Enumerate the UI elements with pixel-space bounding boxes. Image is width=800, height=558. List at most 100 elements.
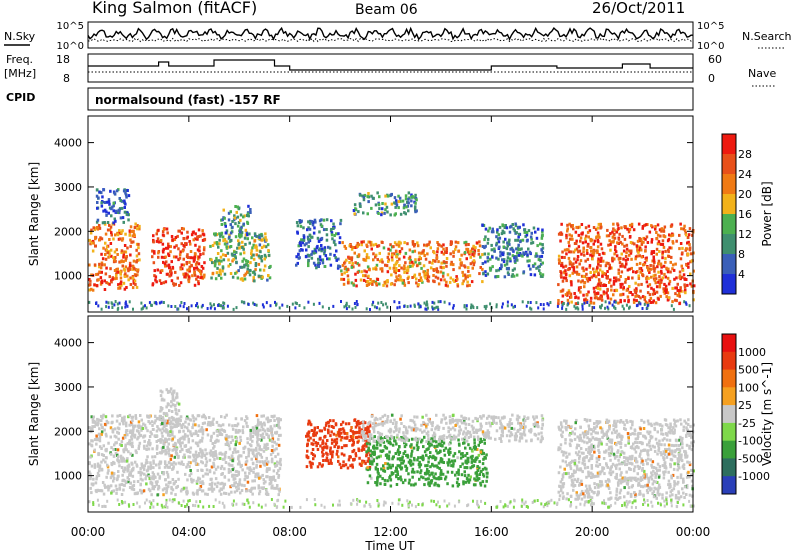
power-cell: [534, 273, 537, 276]
velocity-cell: [156, 425, 159, 428]
velocity-cell: [223, 492, 226, 495]
power-cell: [362, 211, 365, 214]
velocity-cell: [208, 488, 211, 491]
velocity-cell: [199, 487, 202, 490]
power-cell: [581, 223, 584, 226]
velocity-cell: [242, 431, 245, 434]
velocity-cell: [161, 435, 164, 438]
power-cell: [398, 269, 401, 272]
power-cell: [352, 246, 355, 249]
power-cell: [105, 258, 108, 261]
power-cell: [437, 260, 440, 263]
power-cell: [423, 254, 426, 257]
velocity-cell: [266, 457, 269, 460]
velocity-cell: [449, 447, 452, 450]
power-cell: [259, 243, 262, 246]
velocity-cell: [97, 463, 100, 466]
power-cell: [191, 274, 194, 277]
power-cell: [173, 255, 176, 258]
power-cell: [655, 231, 658, 234]
velocity-cell: [220, 424, 223, 427]
power-cell: [684, 278, 687, 281]
power-cell: [261, 238, 264, 241]
velocity-cell: [257, 419, 260, 422]
power-cell: [123, 268, 126, 271]
power-cell: [653, 260, 656, 263]
power-cell: [620, 286, 623, 289]
velocity-cell: [198, 424, 201, 427]
power-cell: [138, 258, 141, 261]
power-cell: [222, 239, 225, 242]
velocity-cell: [204, 493, 207, 496]
power-cell: [422, 270, 425, 273]
power-cell: [476, 306, 478, 309]
power-cell: [482, 245, 485, 248]
power-cell: [652, 293, 655, 296]
power-cell: [605, 284, 608, 287]
power-cell: [610, 285, 613, 288]
power-cell: [403, 305, 405, 308]
velocity-cell: [172, 423, 175, 426]
velocity-cell: [94, 466, 97, 469]
power-cell: [125, 257, 128, 260]
power-cell: [512, 306, 514, 309]
power-cell: [108, 203, 111, 206]
velocity-cell: [379, 482, 382, 485]
velocity-cell: [194, 423, 197, 426]
freq-tick-bottom: 8: [63, 72, 70, 85]
power-cell: [573, 258, 576, 261]
velocity-cell: [276, 472, 279, 475]
velocity-cell: [348, 458, 351, 461]
power-cell: [104, 209, 107, 212]
velocity-cell: [176, 424, 179, 427]
velocity-cell: [382, 464, 385, 467]
velocity-cell: [230, 441, 233, 444]
velocity-cell: [439, 473, 442, 476]
power-cell: [590, 239, 593, 242]
power-cell: [616, 289, 619, 292]
power-cell: [436, 306, 438, 309]
power-cell: [582, 294, 585, 297]
power-cell: [663, 246, 666, 249]
velocity-cell: [251, 440, 254, 443]
velocity-cell: [199, 481, 202, 484]
velocity-cell: [388, 451, 391, 454]
power-cell: [484, 305, 486, 308]
velocity-cell: [348, 422, 351, 425]
power-cell: [539, 272, 542, 275]
power-cell: [456, 278, 459, 281]
velocity-cell: [368, 430, 371, 433]
power-cell: [623, 225, 626, 228]
velocity-cell: [251, 493, 254, 496]
velocity-cell: [235, 440, 238, 443]
power-cell: [186, 231, 189, 234]
power-cell: [575, 231, 578, 234]
power-cell: [161, 256, 164, 259]
power-cell: [677, 294, 680, 297]
velocity-cell: [181, 426, 184, 429]
power-cell: [684, 286, 687, 289]
power-cell: [535, 267, 538, 270]
velocity-cell: [197, 444, 200, 447]
velocity-cell: [124, 444, 127, 447]
power-cell: [482, 262, 485, 265]
power-cell: [372, 267, 375, 270]
velocity-cell: [356, 441, 359, 444]
power-cell: [174, 305, 176, 308]
velocity-cell: [261, 456, 264, 459]
power-cell: [231, 220, 234, 223]
velocity-cell: [217, 482, 220, 485]
power-cell: [209, 245, 212, 248]
velocity-cell: [365, 450, 368, 453]
velocity-cell: [427, 483, 430, 486]
velocity-cell: [139, 483, 142, 486]
power-cell: [642, 274, 645, 277]
power-cell: [645, 223, 648, 226]
power-cell: [660, 281, 663, 284]
power-cell: [657, 271, 660, 274]
power-cell: [400, 267, 403, 270]
power-cell: [607, 306, 609, 309]
power-cell: [588, 236, 591, 239]
power-cell: [391, 259, 394, 262]
velocity-cell: [199, 439, 202, 442]
